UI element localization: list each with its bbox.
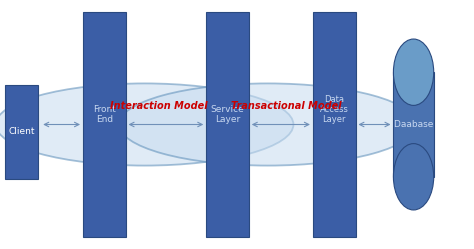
Text: Service
Layer: Service Layer — [210, 105, 245, 124]
Ellipse shape — [0, 83, 293, 166]
Bar — [206, 12, 249, 237]
Bar — [313, 12, 356, 237]
Text: Interaction Model: Interaction Model — [110, 101, 208, 111]
Text: Front
End: Front End — [93, 105, 116, 124]
Bar — [5, 85, 38, 179]
Bar — [393, 72, 434, 177]
Ellipse shape — [119, 83, 417, 166]
Text: Data
Access
Layer: Data Access Layer — [320, 95, 348, 124]
Ellipse shape — [393, 39, 434, 105]
Bar — [83, 12, 126, 237]
Text: Client: Client — [8, 127, 35, 136]
Text: Da​abase: Da​abase — [394, 120, 433, 129]
Ellipse shape — [393, 144, 434, 210]
Text: Transactional Model: Transactional Model — [231, 101, 342, 111]
